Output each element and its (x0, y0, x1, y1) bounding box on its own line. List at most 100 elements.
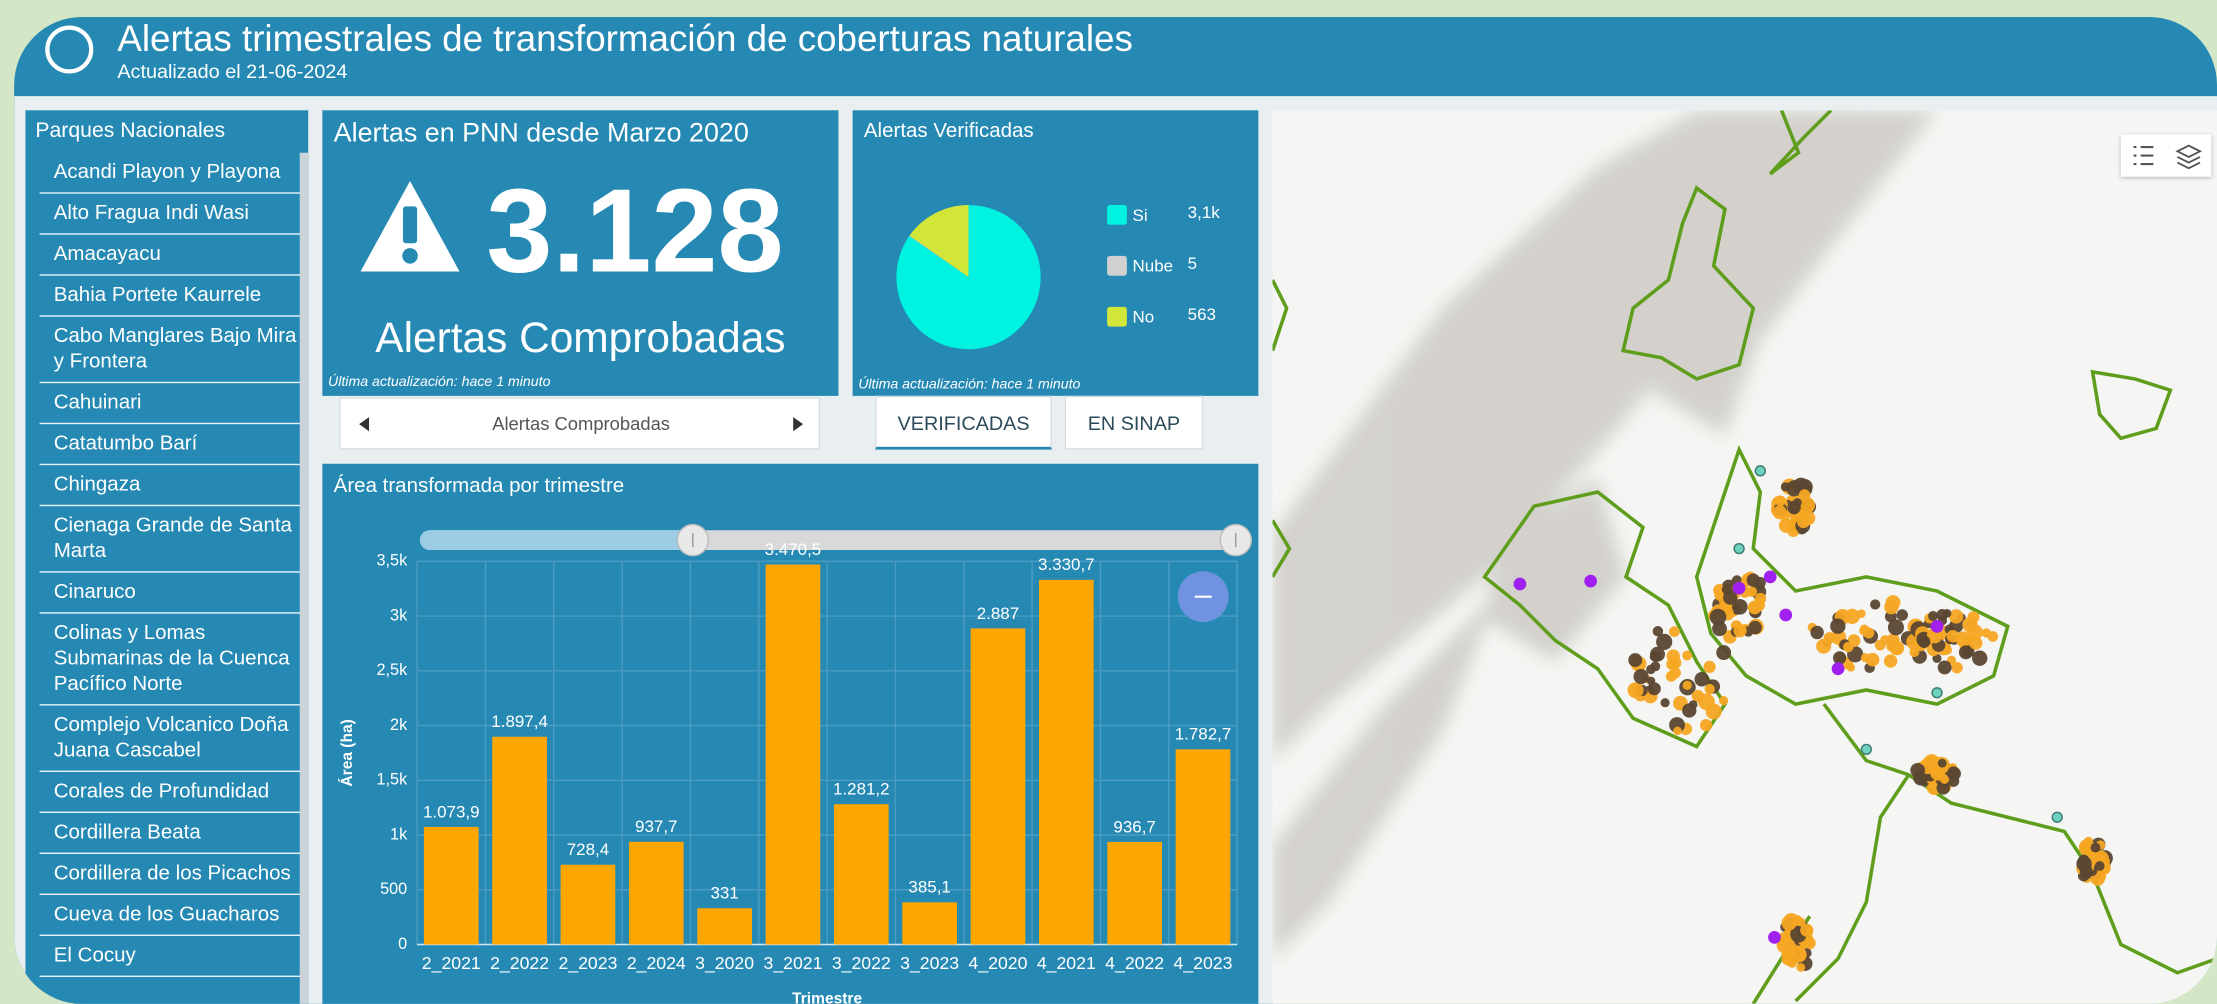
bar (629, 842, 684, 945)
tab[interactable]: VERIFICADAS (875, 396, 1052, 450)
x-axis-label: Trimestre (792, 991, 862, 1004)
park-item[interactable]: Alto Fragua Indi Wasi (40, 194, 306, 235)
x-tick-label: 4_2020 (969, 953, 1028, 974)
park-item[interactable]: Cahuinari (40, 383, 306, 424)
sidebar-title: Parques Nacionales (25, 110, 308, 152)
x-tick-label: 3_2022 (832, 953, 891, 974)
legend-label: Nube (1133, 257, 1174, 276)
park-item[interactable]: Acandi Playon y Playona (40, 153, 306, 194)
alert-point (1888, 619, 1904, 635)
alert-point (1959, 645, 1973, 659)
alert-point (1656, 634, 1672, 650)
alert-point (1700, 719, 1712, 731)
alert-point (1846, 663, 1855, 672)
alert-point (1796, 963, 1805, 972)
pin-point (1755, 466, 1765, 476)
alert-point (1884, 654, 1897, 667)
alert-point (1787, 501, 1800, 514)
layers-button[interactable] (2177, 146, 2200, 169)
alert-point (1782, 915, 1797, 930)
alert-point (1875, 640, 1886, 651)
terrain (1273, 110, 1938, 958)
alert-point (1746, 586, 1757, 597)
legend-button[interactable] (2134, 147, 2154, 164)
x-tick-label: 2_2021 (422, 953, 481, 974)
range-selected (420, 530, 693, 550)
park-item[interactable]: Chingaza (40, 465, 306, 506)
value-label: 3.330,7 (1038, 555, 1095, 574)
chart-title: Alertas Verificadas (864, 119, 1034, 142)
alert-point (1773, 505, 1787, 519)
main-panel: Alertas trimestrales de transformación d… (14, 17, 2217, 1004)
value-label: 3.470,5 (765, 540, 822, 559)
alert-point (1791, 947, 1807, 963)
bar (492, 737, 547, 945)
y-tick-label: 0 (398, 935, 407, 953)
tab[interactable]: EN SINAP (1065, 396, 1204, 450)
park-item[interactable]: Complejo Volcanico Doña Juana Cascabel (40, 706, 306, 772)
alert-point (1830, 619, 1845, 634)
park-item[interactable]: El Cocuy (40, 936, 306, 977)
alert-point (1843, 642, 1854, 653)
value-label: 937,7 (635, 817, 677, 836)
value-label: 728,4 (567, 840, 609, 859)
park-item[interactable]: Colinas y Lomas Submarinas de la Cuenca … (40, 614, 306, 706)
y-tick-label: 1k (390, 825, 408, 843)
value-label: 563 (1188, 305, 1216, 324)
x-tick-label: 3_2021 (764, 953, 823, 974)
alert-point (1896, 609, 1908, 621)
scrollbar[interactable] (300, 153, 308, 1004)
alert-point (1666, 658, 1678, 670)
verified-point (1733, 582, 1746, 595)
park-item[interactable]: Cienaga Grande de Santa Marta (40, 506, 306, 572)
verified-point (1764, 571, 1777, 584)
bar (766, 565, 821, 945)
park-item[interactable]: Corales de Profundidad (40, 772, 306, 813)
park-item[interactable]: Cueva de los Guacharos (40, 895, 306, 936)
y-tick-label: 1,5k (376, 771, 408, 789)
indicator-card: Alertas en PNN desde Marzo 2020 3.128 Al… (322, 110, 838, 396)
bar (1107, 842, 1162, 945)
bar (1039, 580, 1094, 945)
map-toolbar (2121, 134, 2211, 176)
park-item[interactable]: Cordillera de los Picachos (40, 854, 306, 895)
x-tick-label: 2_2023 (558, 953, 617, 974)
alert-point (1949, 609, 1963, 623)
value-label: 3,1k (1188, 203, 1221, 222)
park-item[interactable]: Amacayacu (40, 235, 306, 276)
alert-point (1889, 640, 1904, 655)
bar (697, 908, 752, 944)
bar-chart: Área transformada por trimestre05001k1,5… (322, 464, 1258, 1004)
page-title: Alertas trimestrales de transformación d… (117, 17, 1132, 59)
logo (45, 25, 93, 73)
bar (971, 628, 1026, 944)
alert-point (1716, 645, 1731, 660)
bar (902, 902, 957, 944)
y-tick-label: 500 (380, 880, 407, 898)
verified-point (1832, 662, 1845, 675)
value-label: 1.281,2 (833, 780, 890, 799)
alert-point (2078, 855, 2090, 867)
park-item[interactable]: Cinaruco (40, 573, 306, 614)
pin-point (1932, 688, 1942, 698)
alert-point (1964, 634, 1974, 644)
alert-point (1628, 653, 1642, 667)
alert-point (1719, 696, 1728, 705)
nav-next[interactable] (790, 416, 804, 433)
bar (424, 827, 479, 945)
navigator: Alertas Comprobadas (339, 397, 820, 449)
alert-point (2091, 843, 2101, 853)
alert-point (1710, 609, 1727, 626)
alert-point (1704, 661, 1716, 673)
park-item[interactable]: Cabo Manglares Bajo Mira y Frontera (40, 317, 306, 383)
alert-point (2080, 865, 2093, 878)
verified-point (1584, 575, 1597, 588)
map[interactable] (1273, 110, 2217, 1004)
park-item[interactable]: Cordillera Beata (40, 813, 306, 854)
alert-point (1775, 496, 1786, 507)
park-item[interactable]: Bahia Portete Kaurrele (40, 276, 306, 317)
park-item[interactable]: Catatumbo Barí (40, 424, 306, 465)
verified-point (1931, 620, 1944, 633)
